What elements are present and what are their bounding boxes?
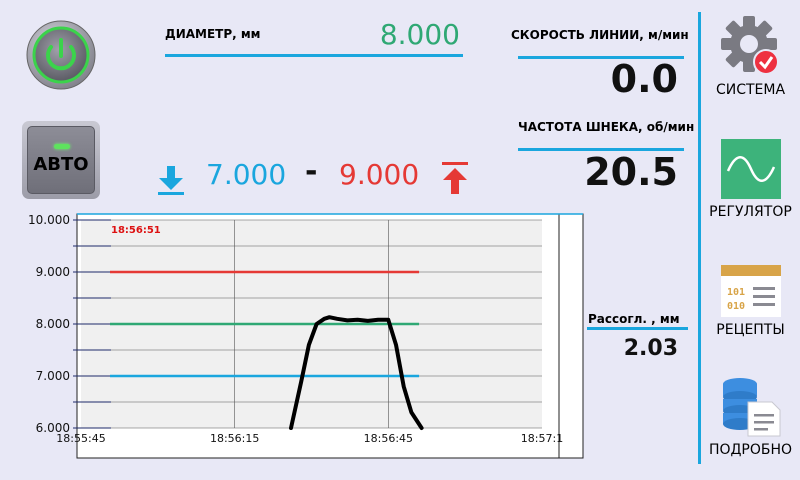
range-min-value: 7.000 [206,158,287,191]
eccentricity-label: Рассогл. , мм [588,312,680,326]
y-tick-label: 10.000 [28,213,70,227]
y-tick-label: 8.000 [36,317,70,331]
line-speed-underline [518,56,684,59]
chart-scroll-strip[interactable] [558,213,584,459]
screw-frequency-underline [518,148,684,151]
details-button-label: ПОДРОБНО [708,442,793,458]
line-speed-value: 0.0 [610,57,678,101]
gear-icon [720,16,779,75]
y-tick-label: 6.000 [36,421,70,435]
x-tick-label: 18:55:45 [56,432,105,445]
recipe-book-icon: 101 010 [720,265,781,317]
auto-button-face [27,126,95,194]
diameter-trend-chart[interactable]: 10.000 9.000 8.000 7.000 6.000 18:55:45 18:56:… [0,210,590,460]
system-button[interactable]: СИСТЕМА [701,14,800,106]
auto-button-label: АВТО [33,154,89,175]
svg-text:010: 010 [727,301,745,312]
svg-text:101: 101 [727,287,745,298]
recipes-button[interactable]: 101 010 РЕЦЕПТЫ [701,264,800,344]
screw-frequency-value: 20.5 [584,150,678,194]
x-tick-label: 18:56:15 [210,432,259,445]
power-icon [26,20,96,90]
waveform-icon [720,139,781,199]
range-max-value: 9.000 [339,158,420,191]
details-button[interactable]: ПОДРОБНО [701,376,800,460]
eccentricity-value: 2.03 [623,336,678,361]
min-limit-icon [156,164,186,196]
screw-frequency-label: ЧАСТОТА ШНЕКА, об/мин [518,120,695,134]
recipes-button-label: РЕЦЕПТЫ [716,322,785,338]
y-tick-label: 7.000 [36,369,70,383]
sidebar-divider [698,12,701,464]
power-button[interactable] [22,20,100,90]
diameter-underline [165,54,463,57]
diameter-label: ДИАМЕТР, мм [165,27,261,41]
regulator-button[interactable]: РЕГУЛЯТОР [701,138,800,224]
system-button-label: СИСТЕМА [715,82,786,98]
range-separator: - [305,154,318,189]
y-tick-label: 9.000 [36,265,70,279]
line-speed-label: СКОРОСТЬ ЛИНИИ, м/мин [511,28,689,42]
eccentricity-underline [587,327,688,330]
x-tick-label: 18:56:45 [364,432,413,445]
database-report-icon [722,378,780,437]
max-limit-icon [440,160,470,196]
auto-indicator-led [54,144,70,149]
regulator-button-label: РЕГУЛЯТОР [709,204,792,220]
cursor-time-label: 18:56:51 [111,225,161,236]
diameter-value: 8.000 [379,18,460,51]
auto-mode-button[interactable]: АВТО [22,121,100,199]
diameter-trace [289,315,424,430]
x-tick-label: 18:57:1 [521,432,563,445]
